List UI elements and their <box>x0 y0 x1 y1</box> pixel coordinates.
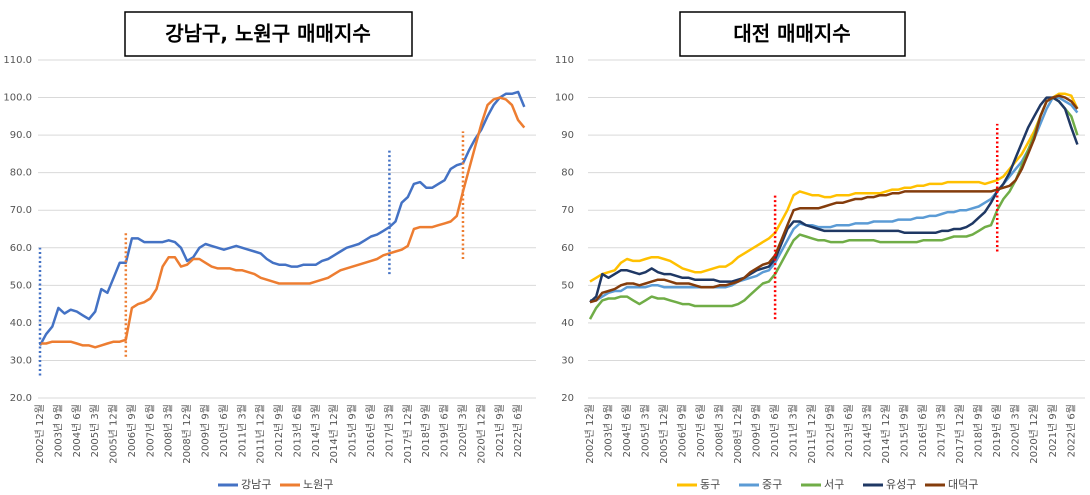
x-tick-label: 2004년 6월 <box>71 404 83 457</box>
series-line <box>38 90 526 346</box>
x-tick-label: 2003년 9월 <box>52 404 64 457</box>
x-tick-label: 2017년 12월 <box>954 404 966 464</box>
y-tick-label: 100.0 <box>3 93 32 104</box>
x-tick-label: 2021년 9월 <box>494 404 506 457</box>
y-tick-label: 30 <box>561 355 574 366</box>
title-box <box>124 11 413 57</box>
x-tick-label: 2010년 6월 <box>769 404 781 457</box>
x-tick-label: 2008년 12월 <box>181 404 193 464</box>
y-tick-label: 80.0 <box>10 168 32 179</box>
title-box <box>679 11 906 57</box>
legend-label: 중구 <box>762 478 782 491</box>
y-tick-label: 70 <box>561 205 574 216</box>
y-tick-label: 40 <box>561 318 574 329</box>
x-tick-label: 2017년 12월 <box>402 404 414 464</box>
x-tick-label: 2017년 3월 <box>383 404 395 457</box>
x-tick-label: 2015년 9월 <box>347 404 359 457</box>
x-tick-label: 2016년 6월 <box>917 404 929 457</box>
x-tick-label: 2014년 12월 <box>880 404 892 464</box>
y-tick-label: 50.0 <box>10 280 32 291</box>
y-tick-label: 90 <box>561 130 574 141</box>
y-tick-label: 50 <box>561 280 574 291</box>
x-tick-label: 2011년 12월 <box>255 404 267 464</box>
series-line <box>40 96 526 349</box>
x-tick-label: 2018년 9월 <box>420 404 432 457</box>
x-tick-label: 2019년 6월 <box>991 404 1003 457</box>
x-tick-label: 2007년 6월 <box>695 404 707 457</box>
x-tick-label: 2006년 9월 <box>677 404 689 457</box>
x-tick-label: 2009년 9월 <box>751 404 763 457</box>
x-tick-label: 2011년 3월 <box>788 404 800 457</box>
x-tick-label: 2021년 9월 <box>1047 404 1059 457</box>
x-tick-label: 2020년 3월 <box>457 404 469 457</box>
y-tick-label: 20.0 <box>10 393 32 404</box>
x-tick-label: 2005년 12월 <box>658 404 670 464</box>
y-tick-label: 30.0 <box>10 355 32 366</box>
y-tick-label: 70.0 <box>10 205 32 216</box>
y-tick-label: 60.0 <box>10 243 32 254</box>
y-tick-label: 90.0 <box>10 130 32 141</box>
y-tick-label: 80 <box>561 168 574 179</box>
x-tick-label: 2014년 12월 <box>328 404 340 464</box>
series-line <box>588 96 1079 320</box>
legend-label: 대덕구 <box>948 478 978 491</box>
x-tick-label: 2015년 9월 <box>899 404 911 457</box>
x-tick-label: 2008년 3월 <box>714 404 726 457</box>
series-line <box>589 96 1079 304</box>
x-tick-label: 2013년 6월 <box>843 404 855 457</box>
x-tick-label: 2012년 9월 <box>273 404 285 457</box>
legend-label: 동구 <box>700 478 720 491</box>
x-tick-label: 2003년 9월 <box>603 404 615 457</box>
y-tick-label: 20 <box>561 393 574 404</box>
x-tick-label: 2006년 9월 <box>126 404 138 457</box>
y-tick-label: 60 <box>561 243 574 254</box>
x-tick-label: 2005년 12월 <box>108 404 120 464</box>
x-tick-label: 2020년 12월 <box>475 404 487 464</box>
y-tick-label: 110.0 <box>3 55 32 66</box>
chart-title: 대전 매매지수 <box>733 22 850 46</box>
x-tick-label: 2022년 6월 <box>1065 404 1077 457</box>
legend-label: 강남구 <box>241 478 271 491</box>
x-tick-label: 2011년 3월 <box>236 404 248 457</box>
legend-label: 유성구 <box>886 478 916 491</box>
x-tick-label: 2002년 12월 <box>34 404 46 464</box>
x-tick-label: 2002년 12월 <box>584 404 596 464</box>
x-tick-label: 2022년 6월 <box>512 404 524 457</box>
x-tick-label: 2012년 9월 <box>825 404 837 457</box>
x-tick-label: 2010년 6월 <box>218 404 230 457</box>
x-tick-label: 2020년 3월 <box>1010 404 1022 457</box>
series-line <box>589 94 1079 304</box>
x-tick-label: 2007년 6월 <box>144 404 156 457</box>
y-tick-label: 100 <box>555 93 574 104</box>
x-tick-label: 2008년 12월 <box>732 404 744 464</box>
x-tick-label: 2005년 3월 <box>89 404 101 457</box>
chart-title: 강남구, 노원구 매매지수 <box>165 22 371 46</box>
x-tick-label: 2013년 6월 <box>291 404 303 457</box>
x-tick-label: 2016년 6월 <box>365 404 377 457</box>
legend-label: 노원구 <box>303 478 333 491</box>
x-tick-label: 2014년 3월 <box>862 404 874 457</box>
x-tick-label: 2009년 9월 <box>200 404 212 457</box>
x-tick-label: 2014년 3월 <box>310 404 322 457</box>
x-tick-label: 2020년 12월 <box>1028 404 1040 464</box>
x-tick-label: 2011년 12월 <box>806 404 818 464</box>
x-tick-label: 2005년 3월 <box>640 404 652 457</box>
y-tick-label: 110 <box>555 55 574 66</box>
x-tick-label: 2017년 3월 <box>936 404 948 457</box>
x-tick-label: 2008년 3월 <box>163 404 175 457</box>
legend-label: 서구 <box>824 478 844 491</box>
y-tick-label: 40.0 <box>10 318 32 329</box>
x-tick-label: 2004년 6월 <box>621 404 633 457</box>
series-line <box>589 92 1079 283</box>
x-tick-label: 2019년 6월 <box>439 404 451 457</box>
x-tick-label: 2018년 9월 <box>973 404 985 457</box>
